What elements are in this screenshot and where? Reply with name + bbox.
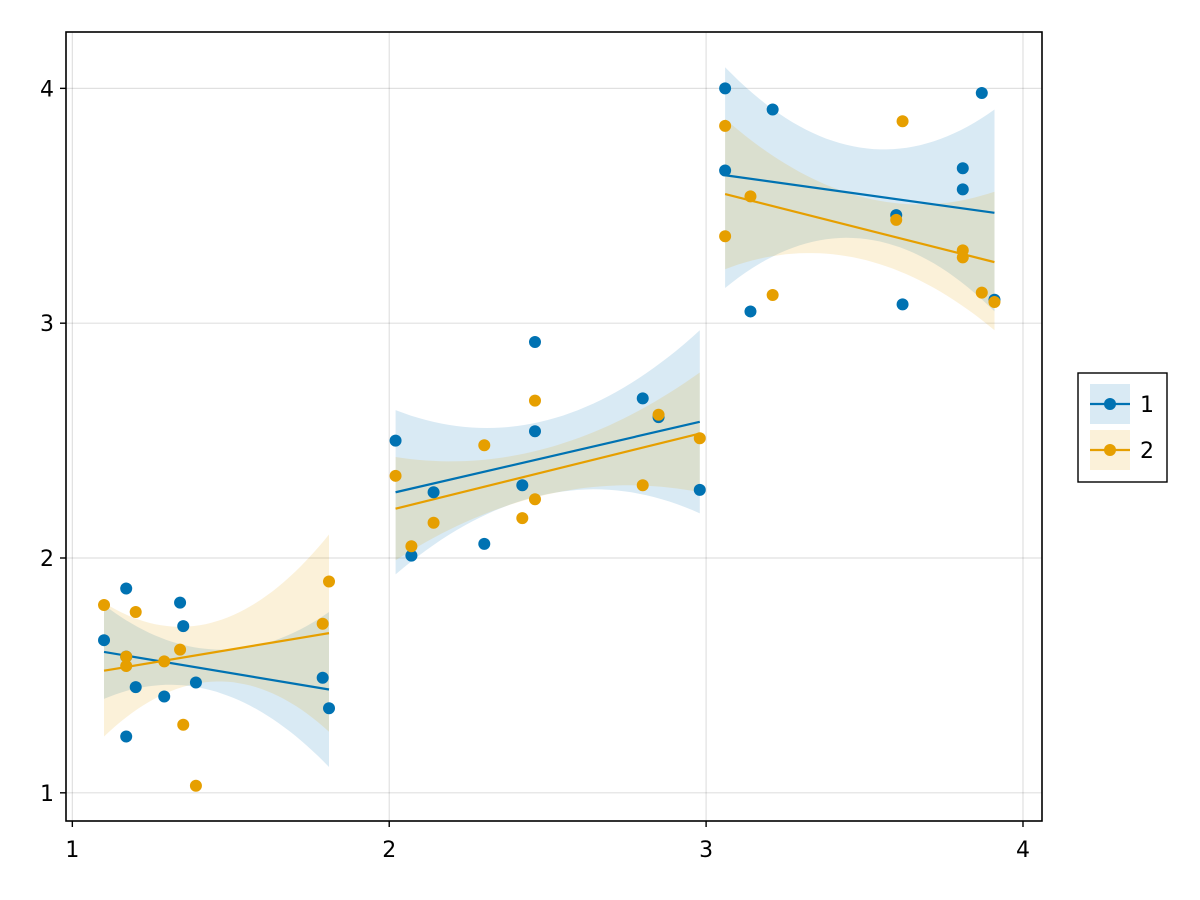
confidence-band-series-2 (395, 372, 700, 561)
fit-line-series-2 (103, 632, 330, 672)
y-tick-label: 2 (40, 547, 54, 572)
fit-line-series-1 (103, 650, 330, 691)
scatter-point-series-2 (528, 493, 541, 506)
scatter-point-series-2 (719, 119, 732, 132)
fit-line-series-2 (395, 432, 701, 510)
legend-label: 1 (1140, 393, 1154, 418)
fit-line-series-2 (724, 192, 995, 264)
fit-line-series-1 (395, 420, 701, 494)
scatter-point-series-2 (189, 779, 202, 792)
confidence-band-series-2 (104, 534, 329, 737)
scatter-point-series-2 (975, 286, 988, 299)
scatter-point-series-2 (129, 606, 142, 619)
x-tick-label: 2 (382, 838, 396, 863)
confidence-band-series-1 (395, 330, 700, 575)
x-tick-label: 1 (65, 838, 79, 863)
scatter-point-series-1 (766, 103, 779, 116)
scatter-point-series-1 (956, 183, 969, 196)
scatter-point-series-2 (120, 660, 133, 673)
scatter-point-series-1 (316, 671, 329, 684)
legend-label: 2 (1140, 439, 1154, 464)
scatter-point-series-1 (120, 582, 133, 595)
scatter-point-series-1 (719, 82, 732, 95)
scatter-point-series-2 (98, 598, 111, 611)
confidence-bands (104, 67, 995, 767)
x-tick-label: 3 (699, 838, 713, 863)
scatter-point-series-1 (975, 87, 988, 100)
fit-lines (103, 174, 995, 691)
scatter-point-series-2 (177, 718, 190, 731)
legend: 12 (1077, 372, 1168, 483)
scatter-point-series-1 (120, 730, 133, 743)
scatter-point-series-2 (744, 190, 757, 203)
scatter-point-series-1 (516, 479, 529, 492)
scatter-point-series-1 (405, 549, 418, 562)
scatter-point-series-1 (528, 335, 541, 348)
scatter-point-series-1 (158, 690, 171, 703)
scatter-point-series-1 (693, 483, 706, 496)
scatter-point-series-1 (389, 434, 402, 447)
grid (66, 32, 1042, 821)
y-tick-label: 1 (40, 782, 54, 807)
scatter-point-series-1 (323, 702, 336, 715)
scatter-points (98, 82, 1001, 792)
scatter-point-series-2 (896, 115, 909, 128)
legend-marker (1104, 444, 1116, 456)
scatter-point-series-1 (177, 620, 190, 633)
scatter-point-series-2 (766, 289, 779, 301)
scatter-point-series-2 (693, 432, 706, 445)
scatter-point-series-1 (528, 425, 541, 438)
scatter-point-series-1 (174, 596, 187, 609)
scatter-point-series-2 (636, 479, 649, 492)
confidence-band-series-1 (104, 605, 329, 767)
y-tick-label: 3 (40, 312, 54, 337)
scatter-point-series-2 (528, 394, 541, 407)
scatter-point-series-2 (652, 408, 665, 421)
scatter-point-series-1 (956, 162, 969, 175)
scatter-point-series-1 (478, 537, 491, 550)
scatter-point-series-1 (98, 634, 111, 647)
scatter-point-series-2 (323, 575, 336, 588)
scatter-point-series-1 (189, 676, 202, 689)
y-tick-label: 4 (40, 77, 54, 102)
legend-box (1077, 372, 1168, 483)
scatter-point-series-2 (478, 439, 491, 452)
legend-marker (1104, 398, 1116, 410)
scatter-point-series-2 (389, 469, 402, 482)
confidence-band-series-1 (725, 67, 995, 312)
plot-frame (65, 31, 1043, 822)
fit-line-series-1 (724, 174, 995, 214)
scatter-point-series-2 (316, 617, 329, 630)
scatter-point-series-2 (158, 655, 171, 668)
scatter-point-series-1 (719, 164, 732, 177)
scatter-point-series-2 (427, 516, 440, 529)
scatter-point-series-1 (636, 392, 649, 405)
scatter-point-series-2 (890, 213, 903, 226)
scatter-point-series-1 (896, 298, 909, 311)
scatter-point-series-1 (744, 305, 757, 318)
scatter-point-series-1 (129, 681, 142, 694)
scatter-point-series-1 (427, 486, 440, 499)
axes: 1 2 3 4 1 2 3 4 (40, 77, 1030, 863)
scatter-point-series-2 (719, 230, 732, 243)
scatter-point-series-2 (956, 251, 969, 264)
x-tick-label: 4 (1016, 838, 1030, 863)
confidence-band-series-2 (725, 118, 995, 331)
scatter-point-series-2 (405, 540, 418, 553)
scatter-point-series-2 (988, 296, 1001, 309)
scatter-point-series-2 (516, 512, 529, 525)
scatter-point-series-2 (120, 650, 133, 663)
scatter-point-series-2 (174, 643, 187, 656)
